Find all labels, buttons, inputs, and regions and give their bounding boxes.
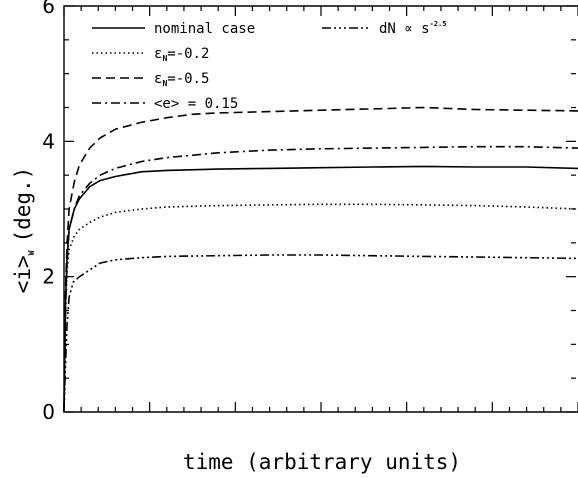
plot-frame — [63, 5, 578, 413]
legend-epsilon: ε — [154, 46, 162, 62]
series-line-5 — [63, 254, 578, 413]
legend-subscript: N — [162, 54, 167, 63]
y-axis-label-unit: (deg.) — [11, 167, 35, 243]
y-ticks: 0 2 4 6 — [42, 0, 576, 424]
legend-rest: =-0.2 — [167, 46, 209, 62]
legend-label-3: εN=-0.5 — [154, 71, 209, 88]
legend-label-5: dN ∝ s-2.5 — [379, 20, 446, 37]
y-axis-label-sub: W — [27, 250, 36, 255]
y-tick-label: 2 — [42, 265, 55, 289]
legend-subscript: N — [162, 79, 167, 88]
legend-superscript: -2.5 — [430, 20, 447, 28]
legend-rest: =-0.5 — [167, 71, 209, 87]
series-line-1 — [63, 165, 578, 413]
y-axis-label-main: <i> — [11, 255, 35, 293]
x-axis-label: time (arbitrary units) — [183, 450, 461, 474]
legend-text: dN ∝ s — [379, 21, 430, 37]
legend-epsilon: ε — [154, 71, 162, 87]
legend-label-2: εN=-0.2 — [154, 46, 209, 63]
legend-label-4: <e> = 0.15 — [154, 96, 238, 112]
axes-frame — [63, 5, 578, 413]
legend-label-1: nominal case — [154, 21, 255, 37]
y-axis-label: <i>W (deg.) — [11, 167, 36, 294]
y-tick-label: 4 — [42, 129, 55, 153]
x-ticks — [63, 6, 578, 412]
y-tick-label: 6 — [42, 0, 55, 18]
series-line-3 — [63, 106, 578, 413]
series-line-4 — [63, 145, 578, 413]
series-layer — [63, 106, 578, 413]
y-tick-label: 0 — [42, 400, 55, 424]
series-line-2 — [63, 203, 578, 413]
